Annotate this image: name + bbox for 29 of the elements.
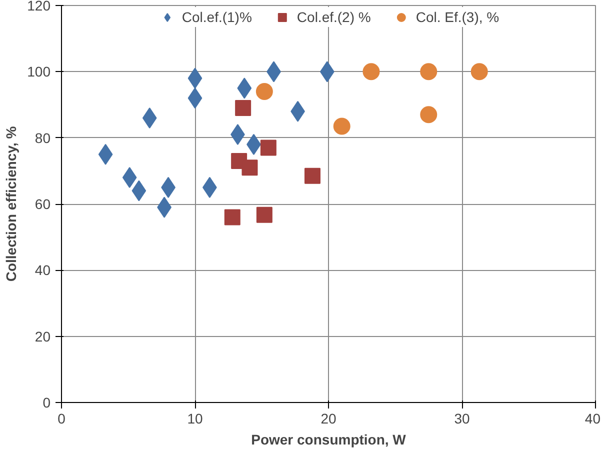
y-tick-label: 20 (34, 328, 51, 344)
point (420, 106, 438, 124)
point (242, 160, 258, 176)
point (333, 118, 350, 135)
legend-label: Col. Ef.(3), % (416, 9, 500, 25)
point (470, 63, 488, 80)
y-tick-label: 0 (42, 394, 51, 410)
x-tick-label: 10 (187, 410, 203, 426)
y-tick-label: 100 (27, 64, 51, 80)
point (304, 168, 320, 184)
point (420, 63, 438, 80)
point (256, 83, 273, 100)
y-tick-label: 80 (34, 130, 51, 146)
x-tick-label: 20 (320, 410, 336, 426)
y-tick-label: 60 (34, 196, 51, 212)
point (362, 63, 380, 80)
y-tick-label: 40 (34, 262, 51, 278)
x-tick-label: 40 (584, 410, 601, 426)
x-tick-label: 0 (58, 410, 66, 426)
x-tick-label: 30 (454, 410, 470, 426)
point (235, 100, 252, 116)
y-axis-title: Collection efficiency, % (3, 126, 20, 282)
x-axis-title: Power consumption, W (251, 432, 407, 448)
point (260, 140, 276, 156)
point (256, 206, 272, 223)
legend-label: Col.ef.(1)% (182, 9, 252, 25)
legend-label: Col.ef.(2) % (296, 9, 371, 25)
y-tick-label: 120 (27, 0, 51, 14)
point (224, 209, 240, 226)
